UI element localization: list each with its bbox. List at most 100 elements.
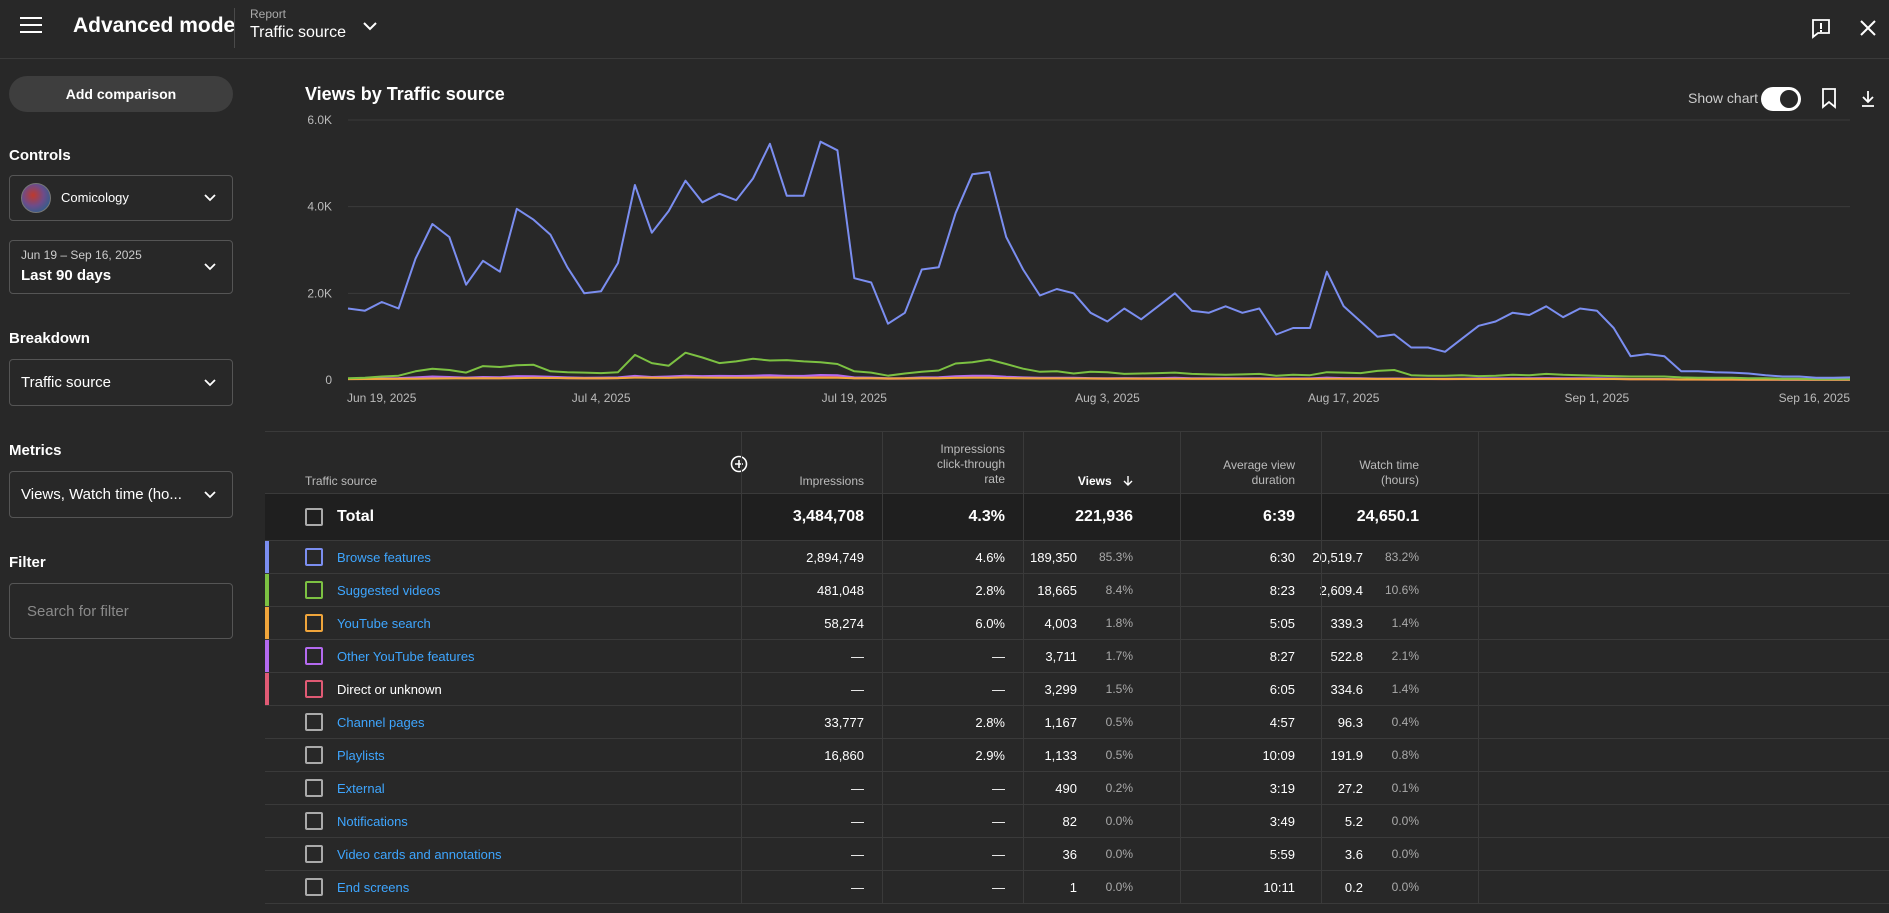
total-watch-time: 24,650.1: [1356, 508, 1419, 525]
row-checkbox[interactable]: [305, 812, 323, 830]
chevron-down-icon: [204, 490, 216, 498]
watch-time-percent-cell: 0.0%: [1391, 847, 1419, 861]
menu-icon[interactable]: [20, 17, 42, 35]
avg-view-duration-cell: 8:23: [1269, 583, 1295, 598]
feedback-icon[interactable]: [1810, 17, 1832, 39]
watch-time-cell: 20,519.7: [1312, 550, 1363, 565]
watch-time-percent-cell: 1.4%: [1391, 682, 1419, 696]
views-cell: 3,299: [1044, 682, 1077, 697]
row-checkbox[interactable]: [305, 680, 323, 698]
column-divider: [882, 431, 883, 903]
channel-select[interactable]: Comicology: [9, 175, 233, 221]
row-checkbox[interactable]: [305, 845, 323, 863]
col-header-ctr[interactable]: Impressions click-through rate: [937, 442, 1005, 487]
table-row: Video cards and annotations — — 36 0.0% 5:59 3…: [265, 838, 1889, 871]
views-percent-cell: 0.0%: [1105, 814, 1133, 828]
row-checkbox[interactable]: [305, 779, 323, 797]
page-title: Advanced mode: [73, 14, 236, 37]
views-cell: 1,133: [1044, 748, 1077, 763]
row-checkbox[interactable]: [305, 746, 323, 764]
breakdown-select[interactable]: Traffic source: [9, 359, 233, 406]
views-percent-cell: 0.5%: [1105, 748, 1133, 762]
impressions-cell: 16,860: [824, 748, 864, 763]
add-comparison-button[interactable]: Add comparison: [9, 76, 233, 112]
metrics-select[interactable]: Views, Watch time (ho...: [9, 471, 233, 518]
download-icon[interactable]: [1858, 88, 1878, 110]
ctr-cell: —: [992, 880, 1005, 895]
chevron-down-icon[interactable]: [360, 16, 380, 36]
date-range-text: Jun 19 – Sep 16, 2025: [21, 248, 142, 262]
x-tick-label: Jun 19, 2025: [347, 391, 417, 405]
col-header-views[interactable]: Views: [1078, 474, 1133, 489]
row-checkbox[interactable]: [305, 878, 323, 896]
show-chart-toggle[interactable]: [1761, 87, 1801, 111]
col-header-ctr-line3: rate: [984, 472, 1005, 486]
col-header-impressions[interactable]: Impressions: [799, 474, 864, 488]
ctr-cell: —: [992, 814, 1005, 829]
x-tick-label: Jul 19, 2025: [822, 391, 888, 405]
column-divider: [1321, 431, 1322, 903]
row-checkbox[interactable]: [305, 548, 323, 566]
col-header-traffic-source[interactable]: Traffic source: [305, 474, 378, 488]
filter-search-input[interactable]: [9, 583, 233, 639]
column-divider: [1180, 431, 1181, 903]
report-select-value[interactable]: Traffic source: [250, 24, 347, 41]
series-line: [347, 140, 1851, 379]
row-checkbox[interactable]: [305, 647, 323, 665]
traffic-source-name[interactable]: External: [337, 781, 385, 796]
chevron-down-icon: [204, 378, 216, 386]
avg-view-duration-cell: 5:05: [1269, 616, 1295, 631]
views-percent-cell: 0.0%: [1105, 880, 1133, 894]
impressions-cell: —: [851, 649, 864, 664]
traffic-source-name[interactable]: Video cards and annotations: [337, 847, 502, 862]
close-icon[interactable]: [1857, 17, 1879, 39]
watch-time-percent-cell: 1.4%: [1391, 616, 1419, 630]
total-label: Total: [337, 508, 375, 525]
y-tick-label: 4.0K: [307, 200, 332, 214]
total-checkbox[interactable]: [305, 508, 323, 526]
table-header-row: Traffic source Impressions Impressions c…: [265, 431, 1889, 494]
col-header-avd-line2: duration: [1251, 473, 1295, 487]
traffic-source-name[interactable]: Playlists: [337, 748, 385, 763]
watch-time-percent-cell: 0.0%: [1391, 880, 1419, 894]
date-range-select[interactable]: Jun 19 – Sep 16, 2025 Last 90 days: [9, 240, 233, 294]
impressions-cell: 33,777: [824, 715, 864, 730]
bookmark-icon[interactable]: [1819, 87, 1839, 109]
impressions-cell: —: [851, 781, 864, 796]
watch-time-percent-cell: 2.1%: [1391, 649, 1419, 663]
series-color-stripe: [265, 640, 269, 672]
row-checkbox[interactable]: [305, 581, 323, 599]
watch-time-cell: 191.9: [1330, 748, 1363, 763]
series-line: [347, 376, 1850, 381]
ctr-cell: —: [992, 649, 1005, 664]
traffic-source-name[interactable]: Other YouTube features: [337, 649, 475, 664]
add-column-icon[interactable]: [730, 455, 748, 473]
filter-title: Filter: [9, 554, 46, 571]
avatar: [21, 183, 51, 213]
col-header-ctr-line2: click-through: [936, 457, 1005, 471]
traffic-source-name[interactable]: Suggested videos: [337, 583, 441, 598]
total-row: Total 3,484,708 4.3% 221,936 6:39 24,650…: [265, 494, 1889, 541]
col-header-watch-time[interactable]: Watch time (hours): [1359, 458, 1419, 488]
traffic-source-name[interactable]: Browse features: [337, 550, 431, 565]
top-app-bar: Advanced mode Report Traffic source: [0, 0, 1889, 59]
traffic-source-name[interactable]: End screens: [337, 880, 410, 895]
row-checkbox[interactable]: [305, 614, 323, 632]
ctr-cell: 2.8%: [975, 715, 1005, 730]
col-header-wt-line1: Watch time: [1359, 458, 1419, 472]
traffic-source-name[interactable]: Channel pages: [337, 715, 425, 730]
total-avg-view-duration: 6:39: [1262, 508, 1295, 525]
watch-time-cell: 96.3: [1337, 715, 1363, 730]
x-tick-label: Aug 3, 2025: [1075, 391, 1140, 405]
breakdown-value: Traffic source: [21, 374, 112, 391]
col-header-avg-view-duration[interactable]: Average view duration: [1223, 458, 1295, 488]
traffic-source-name[interactable]: YouTube search: [337, 616, 431, 631]
series-color-stripe: [265, 673, 269, 705]
traffic-source-name[interactable]: Notifications: [337, 814, 408, 829]
column-divider: [1023, 431, 1024, 903]
show-chart-label: Show chart: [1688, 90, 1759, 106]
views-line-chart: 0 2.0K 4.0K 6.0K Jun 19, 2025 Jul 4, 2025 Jul …: [307, 115, 1851, 405]
watch-time-percent-cell: 10.6%: [1384, 583, 1419, 597]
col-header-views-label: Views: [1077, 474, 1112, 488]
row-checkbox[interactable]: [305, 713, 323, 731]
